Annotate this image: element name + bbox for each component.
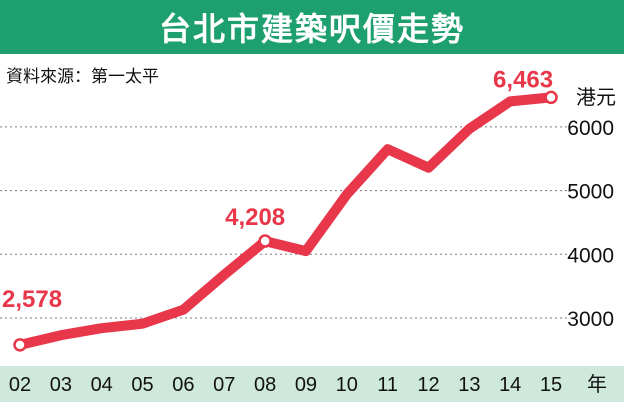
y-tick-label: 6000: [567, 117, 614, 140]
data-marker: [13, 338, 27, 352]
x-axis-band: [0, 366, 624, 402]
data-marker: [258, 234, 272, 248]
x-tick-label: 04: [91, 374, 113, 396]
x-tick-label: 13: [458, 374, 480, 396]
title-bar: 台北市建築呎價走勢: [0, 0, 624, 54]
x-tick-label: 12: [417, 374, 439, 396]
data-label: 4,208: [225, 204, 285, 231]
y-axis-unit: 港元: [576, 85, 616, 109]
series-line: [15, 92, 557, 350]
x-tick-label: 02: [9, 374, 31, 396]
x-tick-label: 15: [540, 374, 562, 396]
data-labels: 2,578 4,208 6,463: [2, 66, 553, 312]
x-tick-label: 09: [295, 374, 317, 396]
x-tick-label: 05: [131, 374, 153, 396]
y-tick-label: 5000: [567, 181, 614, 204]
data-marker: [544, 90, 558, 105]
source-note: 資料來源：第一太平: [6, 67, 159, 87]
y-tick-label: 3000: [567, 308, 614, 331]
x-tick-labels: 02 03 04 05 06 07 08 09 10 11 12 13 14 15: [9, 374, 562, 396]
x-tick-label: 06: [172, 374, 194, 396]
data-label: 2,578: [2, 286, 62, 313]
chart-title: 台北市建築呎價走勢: [158, 10, 465, 48]
x-tick-label: 08: [254, 374, 276, 396]
x-axis-unit: 年: [587, 372, 607, 396]
data-label: 6,463: [493, 66, 553, 93]
x-tick-label: 11: [377, 374, 398, 396]
x-tick-label: 14: [499, 374, 521, 396]
x-tick-label: 07: [213, 374, 235, 396]
data-markers: [13, 90, 558, 352]
x-tick-label: 10: [336, 374, 358, 396]
gridlines: [0, 126, 575, 319]
y-tick-label: 4000: [567, 244, 614, 267]
y-tick-labels: 3000 4000 5000 6000: [567, 117, 614, 331]
x-tick-label: 03: [50, 374, 72, 396]
